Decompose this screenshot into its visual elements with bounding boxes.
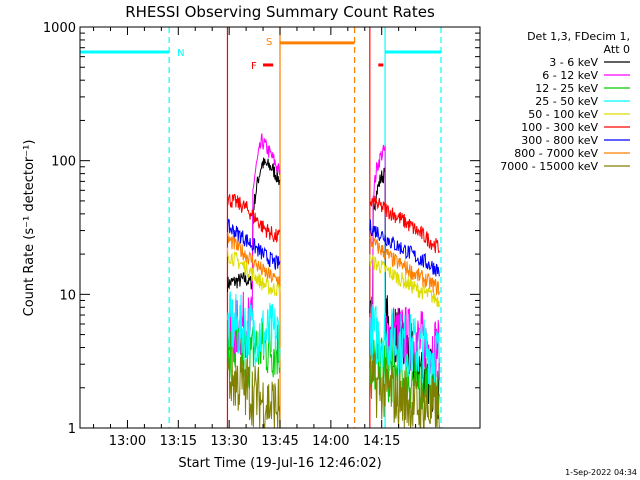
axes: 13:00 13:15 13:30 13:45 14:00 14:15 1 10 100 1000 (43, 21, 481, 449)
flag-label-n: N (177, 48, 184, 59)
chart-title: RHESSI Observing Summary Count Rates (125, 3, 435, 21)
plot-area: N S F (80, 27, 442, 428)
x-tick-label-2: 13:30 (210, 434, 247, 449)
legend-label-6: 300 - 800 keV (521, 134, 598, 147)
series-8-segment-1 (369, 352, 440, 428)
series-7-segment-1 (369, 235, 440, 296)
y-tick-label-1: 10 (59, 288, 76, 303)
legend-label-3: 25 - 50 keV (535, 95, 598, 108)
legend-label-0: 3 - 6 keV (549, 56, 598, 69)
legend-label-4: 50 - 100 keV (528, 108, 598, 121)
legend-header-1: Att 0 (604, 43, 630, 56)
series-3-segment-0 (227, 291, 281, 368)
y-tick-label-2: 100 (51, 155, 76, 170)
x-axis-label: Start Time (19-Jul-16 12:46:02) (178, 456, 381, 471)
y-tick-label-0: 1 (68, 422, 76, 437)
x-tick-label-1: 13:15 (160, 434, 197, 449)
series-5-segment-1 (369, 195, 440, 254)
legend-label-7: 800 - 7000 keV (514, 147, 598, 160)
legend-label-2: 12 - 25 keV (535, 82, 598, 95)
legend-label-5: 100 - 300 keV (521, 121, 598, 134)
footer-date: 1-Sep-2022 04:34 (565, 468, 637, 477)
series-4-segment-0 (227, 247, 281, 297)
series-5-segment-0 (227, 193, 281, 244)
legend-header-0: Det 1,3, FDecim 1, (527, 30, 630, 43)
series-6-segment-0 (227, 218, 281, 270)
legend-label-8: 7000 - 15000 keV (500, 160, 598, 173)
x-tick-label-3: 13:45 (261, 434, 298, 449)
y-tick-label-3: 1000 (43, 21, 76, 36)
series-6-segment-1 (369, 219, 440, 277)
series-4-segment-1 (369, 254, 440, 307)
series-7-segment-0 (227, 232, 281, 285)
series-8-segment-0 (227, 346, 281, 428)
x-tick-label-5: 14:15 (363, 434, 400, 449)
y-axis-label: Count Rate (s⁻¹ detector⁻¹) (22, 140, 37, 317)
series-3-segment-1 (369, 304, 440, 386)
x-tick-label-4: 14:00 (312, 434, 349, 449)
flag-label-f: F (251, 61, 257, 72)
series-1-segment-1 (369, 144, 440, 381)
legend-label-1: 6 - 12 keV (542, 69, 598, 82)
flag-label-s: S (266, 37, 272, 48)
x-tick-label-0: 13:00 (109, 434, 146, 449)
